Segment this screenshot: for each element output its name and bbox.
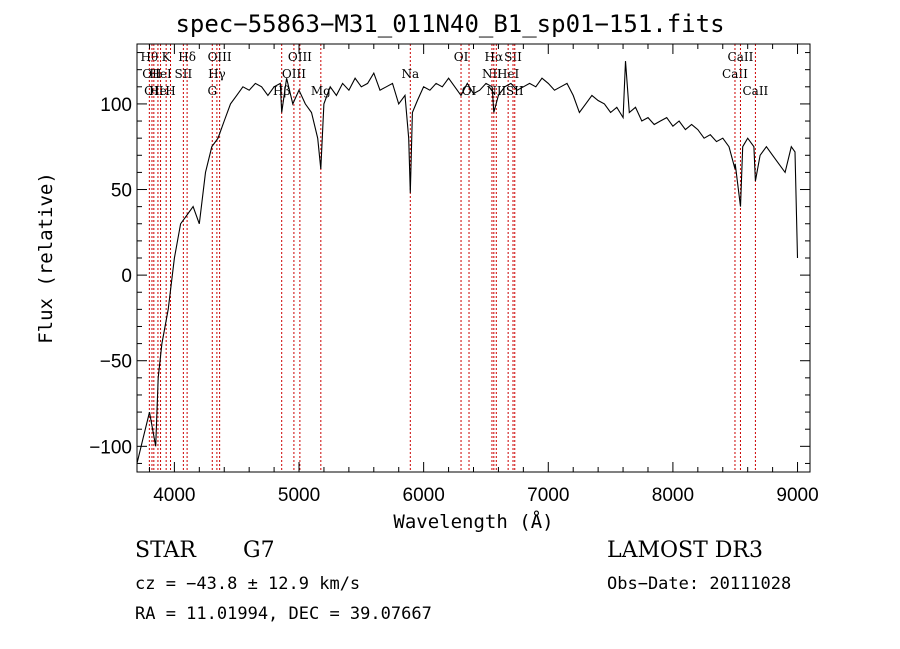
- spectral-line-label: Hβ: [273, 84, 290, 98]
- spectral-line-label: HeI: [149, 67, 172, 81]
- spectral-line-label: NII: [486, 84, 506, 98]
- spectral-line-label: H: [165, 84, 175, 98]
- spectral-line-label: CaII: [742, 84, 768, 98]
- axis-ticks: 4000 5000 6000 7000 8000 9000 −100 −50 0 50 100: [89, 44, 819, 506]
- object-class: STAR: [135, 538, 196, 563]
- spectral-line-label: Hα: [485, 50, 504, 64]
- observation-date: Obs−Date: 20111028: [607, 574, 792, 594]
- spectral-line-label: HeI: [497, 67, 520, 81]
- spectral-line-label: CaII: [728, 50, 754, 64]
- spectral-line-label: He: [149, 84, 167, 98]
- spectral-line-label: Hδ: [178, 50, 196, 64]
- spectral-line-label: SII: [504, 50, 522, 64]
- x-axis-label: Wavelength (Å): [393, 510, 553, 533]
- y-tick-label: 50: [111, 181, 132, 202]
- survey-name: LAMOST DR3: [607, 538, 763, 563]
- x-tick-label: 5000: [278, 485, 320, 506]
- spectral-line-label: OI: [454, 50, 469, 64]
- x-tick-label: 4000: [153, 485, 195, 506]
- chart-title: spec−55863−M31_011N40_B1_sp01−151.fits: [175, 10, 725, 38]
- x-tick-label: 6000: [403, 485, 445, 506]
- spectral-line-label: Na: [401, 67, 419, 81]
- y-tick-label: −100: [89, 437, 132, 458]
- plot-frame: [136, 43, 811, 473]
- x-tick-label: 9000: [776, 485, 818, 506]
- spectral-line-label: OIII: [282, 67, 306, 81]
- spectral-line-label: K: [162, 50, 172, 64]
- spectral-line-label: OIII: [208, 50, 232, 64]
- ra-dec-coordinates: RA = 11.01994, DEC = 39.07667: [135, 604, 432, 624]
- spectral-line-label: G: [207, 84, 217, 98]
- y-tick-label: 100: [100, 95, 132, 116]
- spectral-line-label: CaII: [722, 67, 748, 81]
- object-subclass: G7: [243, 538, 275, 563]
- spectral-line-label: OII: [144, 84, 164, 98]
- spectral-line-label: Hθ: [140, 50, 158, 64]
- spectrum-series-line: [136, 61, 799, 464]
- x-tick-label: 8000: [652, 485, 694, 506]
- spectral-line-label: SII: [506, 84, 524, 98]
- spectral-line-label: SII: [175, 67, 193, 81]
- y-axis-label: Flux (relative): [35, 172, 57, 344]
- redshift-cz: cz = −43.8 ± 12.9 km/s: [135, 574, 361, 594]
- spectral-line-markers: HθOIIOIIHeHeIKHSIIHδGHγOIIIHβOIIIOIIIMgN…: [140, 44, 769, 472]
- y-tick-label: −50: [100, 352, 132, 373]
- spectral-line-label: OII: [142, 67, 162, 81]
- spectral-line-label: NII: [482, 67, 502, 81]
- spectral-line-label: Mg: [311, 84, 331, 98]
- x-tick-label: 7000: [527, 485, 569, 506]
- spectral-line-label: OIII: [288, 50, 312, 64]
- spectral-line-label: Hγ: [208, 67, 226, 81]
- y-tick-label: 0: [121, 266, 132, 287]
